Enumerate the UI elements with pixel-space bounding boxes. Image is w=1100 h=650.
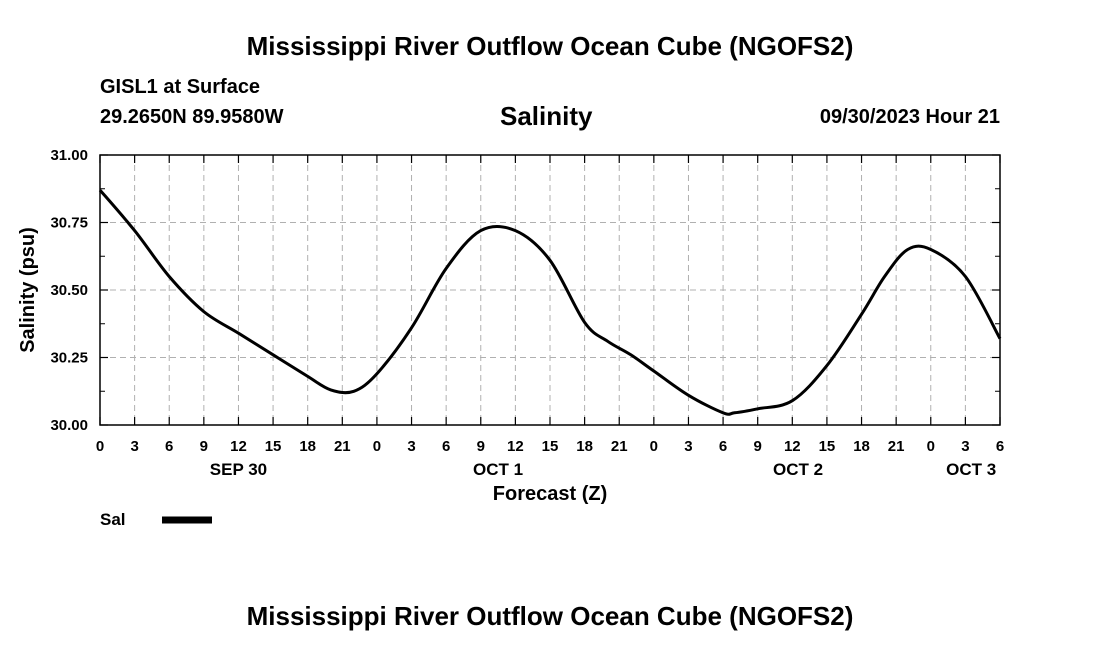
forecast-datetime: 09/30/2023 Hour 21 (819, 106, 1000, 128)
day-label: SEP 30 (210, 460, 267, 479)
x-tick-label: 15 (265, 438, 282, 455)
y-tick-labels: 30.00 30.25 30.50 30.75 31.00 (50, 147, 88, 434)
x-tick-label: 6 (442, 438, 450, 455)
x-tick-label: 0 (373, 438, 381, 455)
y-tick-label: 31.00 (50, 147, 88, 164)
x-tick-label: 21 (888, 438, 905, 455)
y-tick-label: 30.75 (50, 215, 88, 232)
x-tick-label: 9 (477, 438, 485, 455)
day-label: OCT 3 (946, 460, 996, 479)
day-label: OCT 1 (473, 460, 523, 479)
x-tick-label: 6 (719, 438, 727, 455)
x-tick-label: 0 (927, 438, 935, 455)
series-line-sal (98, 189, 1002, 416)
y-tick-label: 30.00 (50, 417, 88, 434)
x-tick-label: 3 (961, 438, 969, 455)
station-label: GISL1 at Surface (100, 76, 261, 98)
page-title: Mississippi River Outflow Ocean Cube (NG… (246, 31, 854, 61)
x-tick-label: 18 (853, 438, 870, 455)
x-tick-label: 9 (200, 438, 208, 455)
grid-lines (100, 155, 1000, 425)
footer-title: Mississippi River Outflow Ocean Cube (NG… (246, 601, 854, 631)
day-labels: SEP 30 OCT 1 OCT 2 OCT 3 (210, 460, 996, 479)
x-tick-label: 9 (754, 438, 762, 455)
x-tick-label: 12 (230, 438, 247, 455)
y-axis-label: Salinity (psu) (17, 227, 39, 353)
y-tick-label: 30.50 (50, 282, 88, 299)
x-tick-label: 21 (334, 438, 351, 455)
x-tick-label: 6 (996, 438, 1004, 455)
x-tick-label: 6 (165, 438, 173, 455)
x-tick-label: 12 (507, 438, 524, 455)
x-axis-label: Forecast (Z) (493, 483, 607, 505)
x-tick-label: 18 (576, 438, 593, 455)
x-tick-label: 0 (650, 438, 658, 455)
chart-title: Salinity (500, 101, 593, 131)
x-tick-label: 3 (407, 438, 415, 455)
legend-label: Sal (100, 510, 126, 529)
day-label: OCT 2 (773, 460, 823, 479)
x-tick-label: 18 (299, 438, 316, 455)
y-tick-label: 30.25 (50, 350, 88, 367)
x-tick-label: 3 (684, 438, 692, 455)
x-tick-label: 3 (130, 438, 138, 455)
plot-frame (99, 154, 1001, 426)
x-tick-label: 21 (611, 438, 628, 455)
x-tick-label: 15 (819, 438, 836, 455)
x-tick-label: 0 (96, 438, 104, 455)
x-tick-labels: 0 3 6 9 12 15 18 21 0 3 6 9 12 15 18 21 0 3 6 9 12 15 18 21 0 3 6 (96, 438, 1004, 455)
x-tick-label: 12 (784, 438, 801, 455)
x-tick-label: 15 (542, 438, 559, 455)
coordinates-label: 29.2650N 89.9580W (100, 106, 284, 128)
